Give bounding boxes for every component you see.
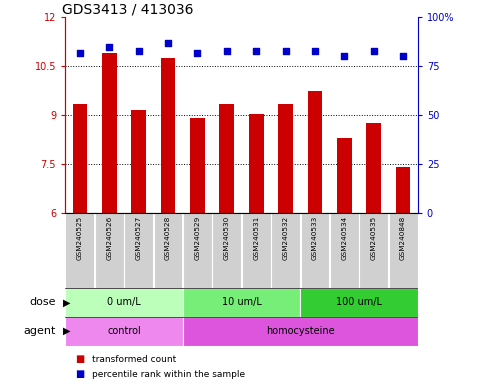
Text: agent: agent bbox=[23, 326, 56, 336]
Point bbox=[194, 50, 201, 56]
Bar bbox=[337, 138, 352, 213]
Bar bbox=[300, 213, 329, 288]
Text: 0 um/L: 0 um/L bbox=[107, 297, 141, 308]
Text: ▶: ▶ bbox=[63, 326, 71, 336]
Bar bbox=[367, 123, 381, 213]
Text: ■: ■ bbox=[75, 369, 84, 379]
Text: percentile rank within the sample: percentile rank within the sample bbox=[92, 370, 245, 379]
Bar bbox=[389, 213, 417, 288]
Text: GSM240525: GSM240525 bbox=[77, 215, 83, 260]
Point bbox=[311, 48, 319, 54]
Text: GSM240527: GSM240527 bbox=[136, 215, 142, 260]
Text: ■: ■ bbox=[75, 354, 84, 364]
Text: dose: dose bbox=[29, 297, 56, 308]
Bar bbox=[190, 118, 205, 213]
Bar bbox=[242, 213, 270, 288]
Text: GSM240848: GSM240848 bbox=[400, 215, 406, 260]
Bar bbox=[396, 167, 411, 213]
Point bbox=[252, 48, 260, 54]
Bar bbox=[308, 91, 322, 213]
Bar bbox=[249, 114, 264, 213]
Bar bbox=[65, 317, 183, 346]
Point bbox=[105, 44, 113, 50]
Bar bbox=[154, 213, 183, 288]
Text: GSM240529: GSM240529 bbox=[195, 215, 200, 260]
Text: GSM240534: GSM240534 bbox=[341, 215, 347, 260]
Bar bbox=[271, 213, 300, 288]
Bar bbox=[300, 288, 418, 317]
Text: 100 um/L: 100 um/L bbox=[336, 297, 382, 308]
Point bbox=[282, 48, 289, 54]
Bar bbox=[65, 288, 183, 317]
Text: 10 um/L: 10 um/L bbox=[222, 297, 261, 308]
Bar bbox=[102, 53, 116, 213]
Text: GSM240526: GSM240526 bbox=[106, 215, 112, 260]
Bar bbox=[219, 104, 234, 213]
Text: ▶: ▶ bbox=[63, 297, 71, 308]
Text: GSM240531: GSM240531 bbox=[253, 215, 259, 260]
Bar bbox=[66, 213, 94, 288]
Bar bbox=[95, 213, 124, 288]
Text: GSM240528: GSM240528 bbox=[165, 215, 171, 260]
Text: GSM240530: GSM240530 bbox=[224, 215, 230, 260]
Bar bbox=[359, 213, 388, 288]
Bar bbox=[183, 288, 300, 317]
Text: transformed count: transformed count bbox=[92, 354, 176, 364]
Text: GSM240535: GSM240535 bbox=[371, 215, 377, 260]
Text: GDS3413 / 413036: GDS3413 / 413036 bbox=[62, 2, 193, 16]
Bar bbox=[124, 213, 153, 288]
Text: GSM240532: GSM240532 bbox=[283, 215, 288, 260]
Point bbox=[399, 53, 407, 60]
Text: homocysteine: homocysteine bbox=[266, 326, 335, 336]
Bar bbox=[131, 110, 146, 213]
Point bbox=[135, 48, 142, 54]
Bar bbox=[213, 213, 241, 288]
Bar bbox=[72, 104, 87, 213]
Point bbox=[223, 48, 231, 54]
Point bbox=[341, 53, 348, 60]
Point bbox=[370, 48, 378, 54]
Bar bbox=[330, 213, 359, 288]
Text: control: control bbox=[107, 326, 141, 336]
Bar bbox=[183, 317, 418, 346]
Text: GSM240533: GSM240533 bbox=[312, 215, 318, 260]
Bar bbox=[278, 104, 293, 213]
Bar bbox=[161, 58, 175, 213]
Point bbox=[76, 50, 84, 56]
Point bbox=[164, 40, 172, 46]
Bar bbox=[183, 213, 212, 288]
